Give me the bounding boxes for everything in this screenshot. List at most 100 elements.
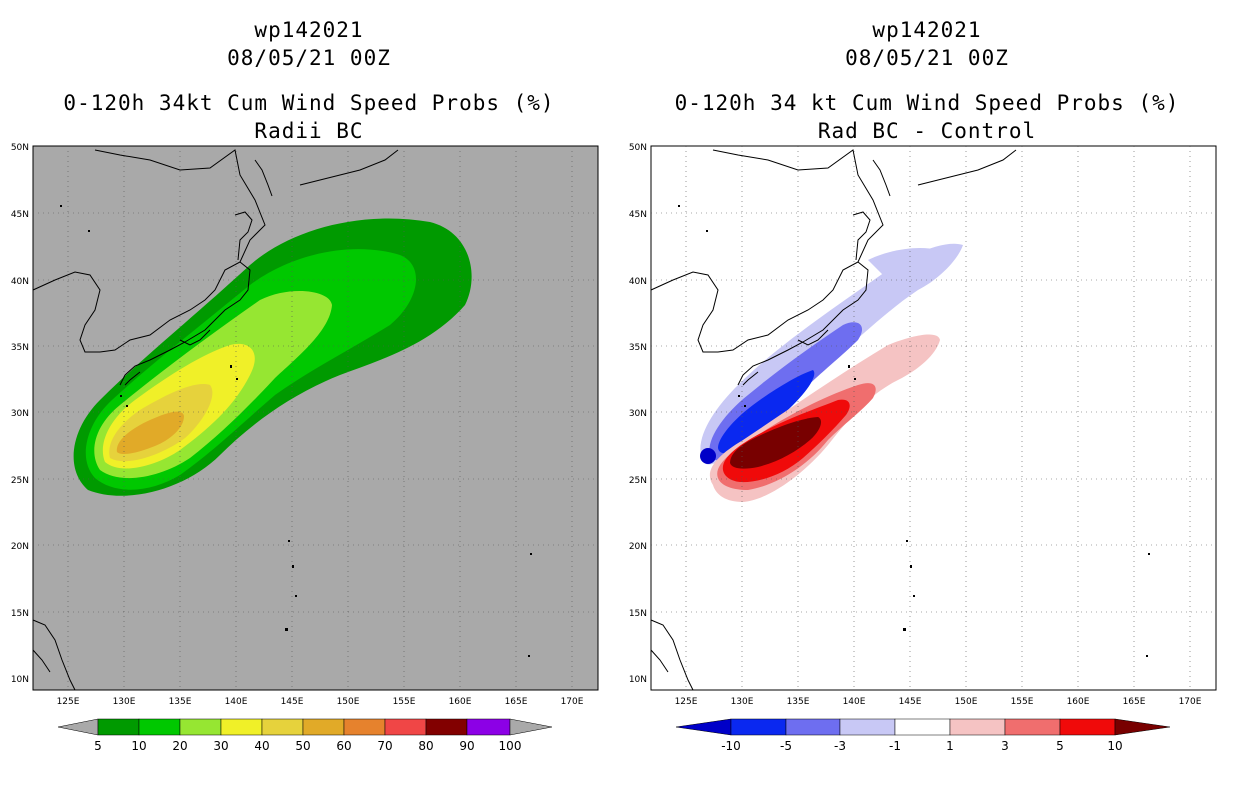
- colorbar-swatch: [1004, 718, 1061, 736]
- colorbar-label: 3: [1001, 739, 1009, 753]
- storm-id: wp142021: [254, 18, 364, 42]
- colorbar-swatch: [425, 718, 468, 736]
- lon-label: 140E: [225, 697, 248, 707]
- colorbar-arrow-low: [675, 718, 732, 736]
- panel-radii-bc: wp142021 08/05/21 00Z 0-120h 34kt Cum Wi…: [11, 18, 599, 753]
- lat-labels: 50N 45N 40N 35N 30N 25N 20N 15N 10N: [629, 143, 647, 685]
- lon-label: 160E: [449, 697, 472, 707]
- lat-label: 40N: [629, 277, 647, 287]
- colorbar-label: 30: [213, 739, 228, 753]
- lat-label: 10N: [11, 675, 29, 685]
- lon-label: 170E: [561, 697, 584, 707]
- lat-label: 50N: [629, 143, 647, 153]
- lon-label: 160E: [1067, 697, 1090, 707]
- plot-subtitle: Radii BC: [254, 119, 364, 143]
- lon-label: 150E: [337, 697, 360, 707]
- colorbar-swatch: [466, 718, 511, 736]
- lat-label: 15N: [11, 609, 29, 619]
- datetime: 08/05/21 00Z: [845, 46, 1009, 70]
- probability-map: 50N 45N 40N 35N 30N 25N 20N 15N 10N 125E…: [11, 143, 599, 753]
- colorbar-arrow-low: [57, 718, 99, 736]
- colorbar-swatch: [261, 718, 304, 736]
- lat-label: 20N: [11, 542, 29, 552]
- colorbar-label: 70: [377, 739, 392, 753]
- lon-label: 155E: [1011, 697, 1034, 707]
- colorbar-swatch: [220, 718, 263, 736]
- colorbar-label: 90: [459, 739, 474, 753]
- colorbar-swatch: [138, 718, 181, 736]
- islands: [60, 205, 532, 657]
- lat-label: 45N: [629, 210, 647, 220]
- lat-label: 50N: [11, 143, 29, 153]
- lat-label: 15N: [629, 609, 647, 619]
- colorbar-label: 10: [1107, 739, 1122, 753]
- lat-labels: 50N 45N 40N 35N 30N 25N 20N 15N 10N: [11, 143, 29, 685]
- colorbar-arrow-high: [1114, 718, 1171, 736]
- grid-lines: [33, 146, 598, 690]
- colorbar: -10 -5 -3 -1 1 3 5 10: [675, 718, 1171, 753]
- plot-title: 0-120h 34kt Cum Wind Speed Probs (%): [63, 91, 555, 115]
- colorbar-swatch: [179, 718, 222, 736]
- colorbar-swatch: [302, 718, 345, 736]
- colorbar-label: 80: [418, 739, 433, 753]
- lon-label: 130E: [731, 697, 754, 707]
- colorbar-swatch: [785, 718, 841, 736]
- lon-label: 125E: [675, 697, 698, 707]
- plot-title: 0-120h 34 kt Cum Wind Speed Probs (%): [674, 91, 1180, 115]
- lat-label: 30N: [11, 409, 29, 419]
- colorbar-label: 20: [172, 739, 187, 753]
- lat-label: 20N: [629, 542, 647, 552]
- colorbar-swatch: [730, 718, 787, 736]
- colorbar-swatch: [1059, 718, 1116, 736]
- colorbar-label: -10: [721, 739, 741, 753]
- lat-label: 40N: [11, 277, 29, 287]
- lon-label: 135E: [787, 697, 810, 707]
- colorbar-label: 60: [336, 739, 351, 753]
- colorbar-arrow-high: [509, 718, 553, 736]
- plot-subtitle: Rad BC - Control: [817, 119, 1037, 143]
- lon-label: 150E: [955, 697, 978, 707]
- islands: [678, 205, 1150, 657]
- lat-label: 45N: [11, 210, 29, 220]
- colorbar-label: 5: [94, 739, 102, 753]
- lat-label: 35N: [11, 343, 29, 353]
- lat-label: 30N: [629, 409, 647, 419]
- colorbar-label: -5: [780, 739, 792, 753]
- lon-label: 145E: [281, 697, 304, 707]
- storm-id: wp142021: [872, 18, 982, 42]
- colorbar-swatch: [384, 718, 427, 736]
- colorbar-label: 1: [946, 739, 954, 753]
- grid-lines: [651, 146, 1216, 690]
- coastlines: [650, 149, 1017, 691]
- lon-label: 155E: [393, 697, 416, 707]
- lon-label: 145E: [899, 697, 922, 707]
- panel-rad-bc-minus-control: wp142021 08/05/21 00Z 0-120h 34 kt Cum W…: [618, 0, 1236, 800]
- diff-neg-10: [700, 448, 716, 464]
- lon-labels: 125E 130E 135E 140E 145E 150E 155E 160E …: [57, 697, 584, 707]
- lon-label: 165E: [1123, 697, 1146, 707]
- lat-label: 25N: [11, 476, 29, 486]
- colorbar-swatch: [97, 718, 140, 736]
- colorbar-label: 100: [499, 739, 522, 753]
- colorbar-label: 10: [131, 739, 146, 753]
- lat-label: 10N: [629, 675, 647, 685]
- lon-label: 140E: [843, 697, 866, 707]
- diff-pos-10: [730, 417, 822, 469]
- coastlines: [32, 149, 399, 691]
- colorbar-swatch: [949, 718, 1006, 736]
- lon-label: 130E: [113, 697, 136, 707]
- colorbar-label: 5: [1056, 739, 1064, 753]
- colorbar: 5 10 20 30 40 50 60 70 80 90 100: [57, 718, 553, 753]
- colorbar-label: -3: [834, 739, 846, 753]
- colorbar-swatch: [894, 718, 951, 736]
- colorbar-swatch: [343, 718, 386, 736]
- lon-label: 170E: [1179, 697, 1202, 707]
- lon-label: 165E: [505, 697, 528, 707]
- colorbar-label: -1: [889, 739, 901, 753]
- lon-labels: 125E 130E 135E 140E 145E 150E 155E 160E …: [675, 697, 1202, 707]
- prob-50: [116, 411, 184, 455]
- difference-map: 50N 45N 40N 35N 30N 25N 20N 15N 10N 125E…: [629, 143, 1217, 753]
- lon-label: 135E: [169, 697, 192, 707]
- datetime: 08/05/21 00Z: [227, 46, 391, 70]
- colorbar-swatch: [839, 718, 896, 736]
